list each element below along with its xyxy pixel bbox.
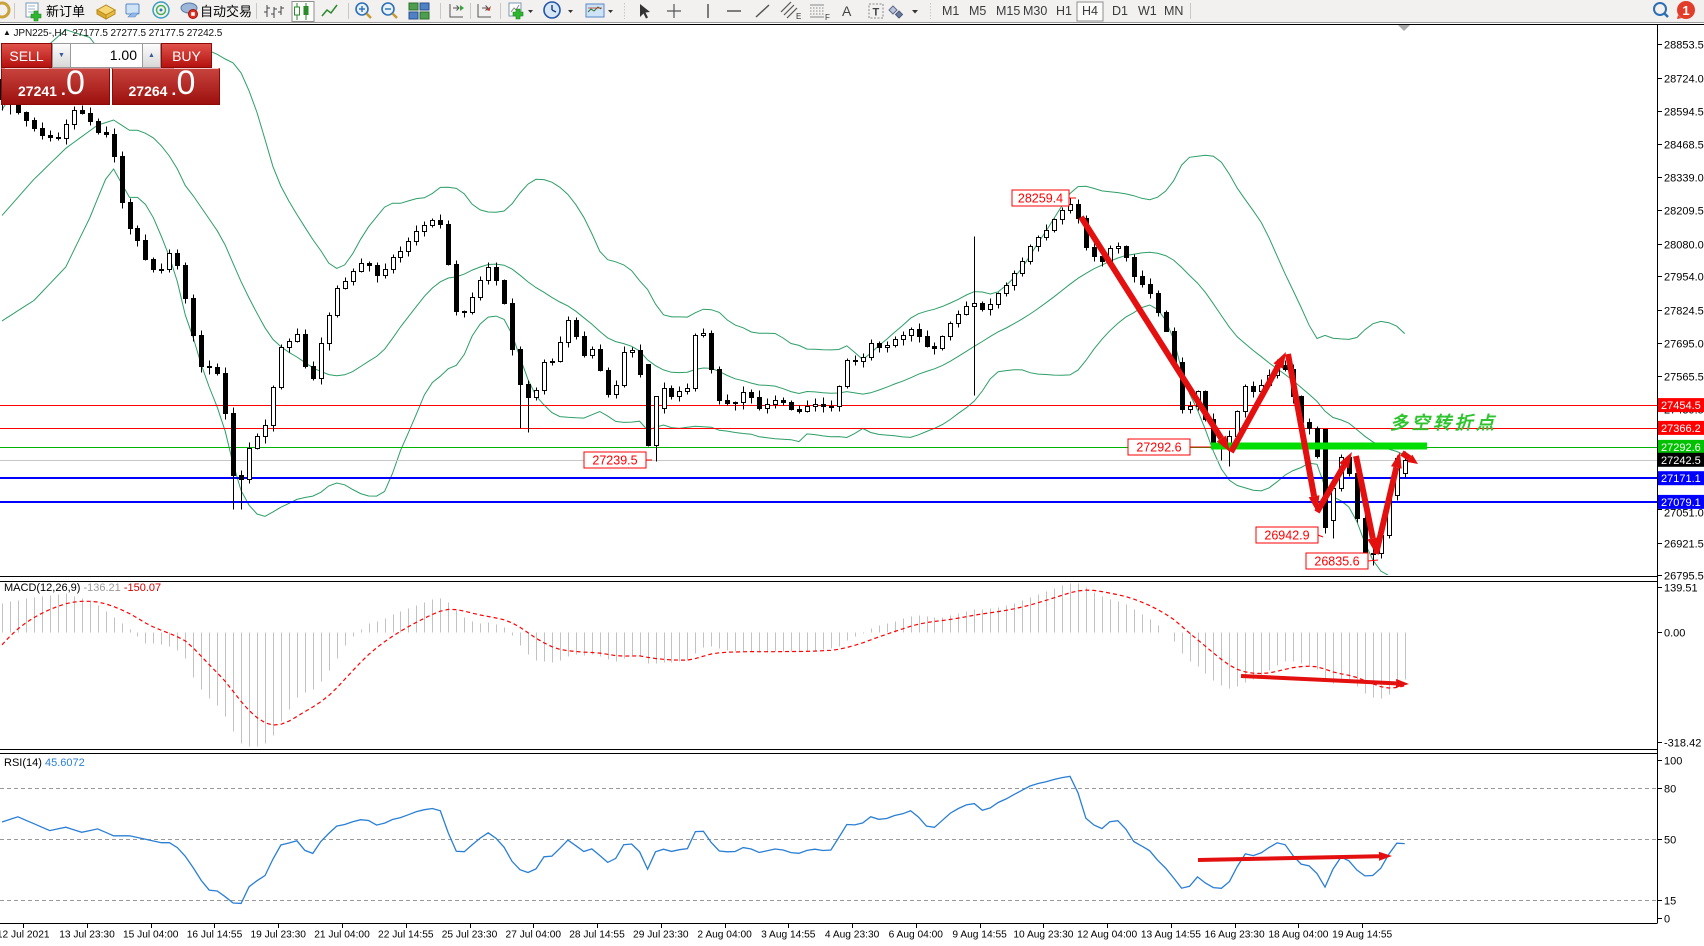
svg-text:MACD(12,26,9) -136.21 -150.07: MACD(12,26,9) -136.21 -150.07 bbox=[4, 582, 161, 594]
svg-text:29 Jul 23:30: 29 Jul 23:30 bbox=[633, 930, 689, 941]
svg-text:80: 80 bbox=[1664, 784, 1676, 796]
svg-text:6 Aug 04:00: 6 Aug 04:00 bbox=[889, 930, 944, 941]
svg-text:1: 1 bbox=[1682, 3, 1689, 18]
svg-text:多空转折点: 多空转折点 bbox=[1390, 413, 1498, 433]
svg-text:0: 0 bbox=[1664, 914, 1670, 926]
svg-text:27366.2: 27366.2 bbox=[1661, 423, 1701, 435]
svg-text:15: 15 bbox=[1664, 896, 1676, 908]
svg-text:M1: M1 bbox=[942, 4, 959, 18]
svg-text:28259.4: 28259.4 bbox=[1018, 192, 1063, 206]
svg-text:3 Aug 14:55: 3 Aug 14:55 bbox=[761, 930, 816, 941]
svg-text:27695.0: 27695.0 bbox=[1664, 339, 1704, 351]
svg-text:26795.5: 26795.5 bbox=[1664, 571, 1704, 583]
svg-text:E: E bbox=[796, 12, 801, 21]
svg-text:27171.1: 27171.1 bbox=[1661, 473, 1701, 485]
svg-text:16 Jul 14:55: 16 Jul 14:55 bbox=[187, 930, 243, 941]
svg-text:-318.42: -318.42 bbox=[1664, 738, 1701, 750]
svg-text:F: F bbox=[825, 13, 830, 22]
svg-text:15 Jul 04:00: 15 Jul 04:00 bbox=[123, 930, 179, 941]
svg-text:12 Jul 2021: 12 Jul 2021 bbox=[0, 930, 50, 941]
svg-text:28 Jul 14:55: 28 Jul 14:55 bbox=[569, 930, 625, 941]
svg-text:H4: H4 bbox=[1082, 4, 1098, 18]
svg-text:H1: H1 bbox=[1056, 4, 1072, 18]
svg-text:28468.5: 28468.5 bbox=[1664, 140, 1704, 152]
svg-text:0.00: 0.00 bbox=[1664, 628, 1685, 640]
svg-text:W1: W1 bbox=[1138, 4, 1157, 18]
svg-text:RSI(14) 45.6072: RSI(14) 45.6072 bbox=[4, 757, 85, 769]
svg-text:27051.0: 27051.0 bbox=[1664, 508, 1704, 520]
svg-text:27565.5: 27565.5 bbox=[1664, 372, 1704, 384]
svg-text:18 Aug 04:00: 18 Aug 04:00 bbox=[1268, 930, 1328, 941]
svg-text:9 Aug 14:55: 9 Aug 14:55 bbox=[952, 930, 1007, 941]
svg-text:28339.0: 28339.0 bbox=[1664, 173, 1704, 185]
svg-text:M30: M30 bbox=[1023, 4, 1047, 18]
svg-text:MN: MN bbox=[1164, 4, 1183, 18]
svg-text:100: 100 bbox=[1664, 756, 1682, 768]
svg-text:26921.5: 26921.5 bbox=[1664, 539, 1704, 551]
svg-text:27454.5: 27454.5 bbox=[1661, 400, 1701, 412]
svg-text:13 Aug 14:55: 13 Aug 14:55 bbox=[1141, 930, 1201, 941]
svg-text:自动交易: 自动交易 bbox=[200, 4, 252, 19]
svg-text:22 Jul 14:55: 22 Jul 14:55 bbox=[378, 930, 434, 941]
svg-text:4 Aug 23:30: 4 Aug 23:30 bbox=[825, 930, 880, 941]
svg-text:16 Aug 23:30: 16 Aug 23:30 bbox=[1205, 930, 1265, 941]
svg-text:28209.5: 28209.5 bbox=[1664, 206, 1704, 218]
svg-text:新订单: 新订单 bbox=[46, 4, 85, 19]
svg-text:2 Aug 04:00: 2 Aug 04:00 bbox=[697, 930, 752, 941]
svg-text:19 Jul 23:30: 19 Jul 23:30 bbox=[250, 930, 306, 941]
svg-text:A: A bbox=[842, 3, 852, 19]
svg-text:50: 50 bbox=[1664, 835, 1676, 847]
svg-text:27239.5: 27239.5 bbox=[592, 454, 637, 468]
svg-text:27954.0: 27954.0 bbox=[1664, 272, 1704, 284]
svg-text:28594.5: 28594.5 bbox=[1664, 107, 1704, 119]
svg-text:28853.5: 28853.5 bbox=[1664, 40, 1704, 52]
svg-text:27 Jul 04:00: 27 Jul 04:00 bbox=[506, 930, 562, 941]
svg-text:27292.6: 27292.6 bbox=[1661, 442, 1701, 454]
svg-text:D1: D1 bbox=[1112, 4, 1128, 18]
svg-text:26942.9: 26942.9 bbox=[1264, 529, 1309, 543]
svg-text:28724.0: 28724.0 bbox=[1664, 74, 1704, 86]
svg-text:27292.6: 27292.6 bbox=[1136, 441, 1181, 455]
svg-text:26835.6: 26835.6 bbox=[1314, 555, 1359, 569]
svg-text:27242.5: 27242.5 bbox=[1661, 455, 1701, 467]
svg-text:T: T bbox=[873, 7, 880, 19]
svg-text:10 Aug 23:30: 10 Aug 23:30 bbox=[1013, 930, 1073, 941]
svg-text:28080.0: 28080.0 bbox=[1664, 240, 1704, 252]
svg-text:19 Aug 14:55: 19 Aug 14:55 bbox=[1332, 930, 1392, 941]
svg-text:12 Aug 04:00: 12 Aug 04:00 bbox=[1077, 930, 1137, 941]
svg-text:13 Jul 23:30: 13 Jul 23:30 bbox=[59, 930, 115, 941]
svg-text:25 Jul 23:30: 25 Jul 23:30 bbox=[442, 930, 498, 941]
svg-text:139.51: 139.51 bbox=[1664, 583, 1698, 595]
svg-text:M15: M15 bbox=[996, 4, 1020, 18]
svg-text:27079.1: 27079.1 bbox=[1661, 497, 1701, 509]
svg-text:M5: M5 bbox=[969, 4, 986, 18]
svg-text:27824.5: 27824.5 bbox=[1664, 306, 1704, 318]
svg-text:21 Jul 04:00: 21 Jul 04:00 bbox=[314, 930, 370, 941]
